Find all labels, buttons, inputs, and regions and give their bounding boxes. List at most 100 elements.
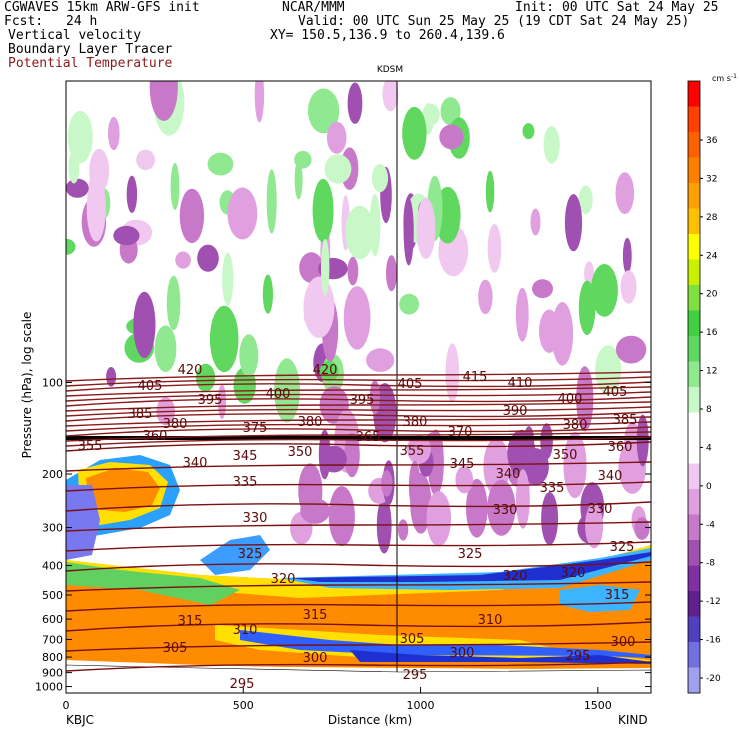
colorbar-swatch <box>688 234 700 260</box>
colorbar-swatch <box>688 285 700 311</box>
velocity-cell <box>487 224 502 273</box>
theta-label: 395 <box>350 393 375 408</box>
velocity-cell <box>543 126 560 164</box>
theta-label: 395 <box>198 393 223 408</box>
fcst-label: Fcst: <box>4 14 44 29</box>
colorbar-frame <box>687 80 701 694</box>
colorbar-swatch <box>688 132 700 158</box>
theta-label: 400 <box>558 392 583 407</box>
velocity-cell <box>485 170 495 213</box>
velocity-cell <box>564 194 583 252</box>
colorbar-label: -4 <box>706 520 715 530</box>
org-label: NCAR/MMM <box>282 0 345 15</box>
theta-label: 360 <box>608 440 633 455</box>
theta-label: 315 <box>178 614 203 629</box>
y-tick-label: 400 <box>42 560 63 573</box>
theta-label: 345 <box>233 449 258 464</box>
theta-label: 330 <box>243 511 268 526</box>
theta-label: 325 <box>458 547 483 562</box>
colorbar-label: 0 <box>706 482 712 492</box>
theta-contour <box>66 621 651 632</box>
colorbar-swatch <box>688 106 700 133</box>
theta-label: 340 <box>598 469 623 484</box>
velocity-cell <box>382 81 399 112</box>
theta-label: 310 <box>478 613 503 628</box>
velocity-cell <box>455 466 474 494</box>
velocity-cell <box>133 291 156 358</box>
theta-contour <box>66 406 651 417</box>
theta-contour <box>66 501 651 512</box>
velocity-cell <box>299 252 324 283</box>
velocity-cell <box>620 270 637 304</box>
velocity-cell <box>615 172 635 215</box>
velocity-cell <box>66 238 76 255</box>
velocity-cell <box>179 188 205 244</box>
velocity-cell <box>68 150 80 184</box>
colorbar-swatch <box>688 463 700 490</box>
theta-label: 325 <box>238 547 263 562</box>
colorbar-label: 28 <box>706 213 718 223</box>
velocity-cell <box>584 261 595 286</box>
theta-contour <box>66 401 651 412</box>
theta-contour <box>66 391 651 402</box>
velocity-cell <box>108 116 120 151</box>
velocity-cell <box>222 252 234 306</box>
velocity-cell <box>209 305 239 373</box>
velocity-cell <box>540 423 553 460</box>
y-tick-label: 800 <box>42 651 63 664</box>
velocity-cell <box>106 367 117 387</box>
theta-label: 385 <box>613 413 638 428</box>
colorbar-label: 36 <box>706 136 718 146</box>
velocity-cell <box>326 121 347 154</box>
y-tick-label: 700 <box>42 633 63 646</box>
theta-label: 380 <box>403 415 428 430</box>
velocity-cell <box>262 274 273 314</box>
xy-range: XY= 150.5,136.9 to 260.4,139.6 <box>270 28 505 43</box>
theta-label: 415 <box>463 370 488 385</box>
theta-label: 345 <box>450 457 475 472</box>
velocity-cell <box>300 498 330 524</box>
theta-label: 330 <box>588 502 613 517</box>
y-tick-label: 100 <box>42 376 63 389</box>
init-time: Init: 00 UTC Sat 24 May 25 <box>515 0 719 15</box>
theta-contour <box>66 381 651 392</box>
theta-contours <box>66 371 651 672</box>
theta-label: 325 <box>610 540 635 555</box>
velocity-cell <box>381 470 393 497</box>
theta-label: 390 <box>503 404 528 419</box>
theta-contour <box>66 541 651 552</box>
velocity-cell <box>615 335 647 364</box>
x-tick-label: 500 <box>233 699 254 712</box>
left-station-label: KBJC <box>66 713 94 727</box>
right-station-label: KIND <box>618 713 648 727</box>
velocity-cell <box>324 154 352 184</box>
plot-frame <box>65 80 652 694</box>
velocity-cell <box>402 106 427 160</box>
velocity-cell <box>407 435 431 464</box>
velocity-cell <box>522 123 535 140</box>
theta-label: 340 <box>496 467 521 482</box>
velocity-cell <box>227 187 258 240</box>
x-tick-label: 0 <box>63 699 70 712</box>
theta-label: 300 <box>303 651 328 666</box>
theta-label: 315 <box>303 608 328 623</box>
velocity-cell <box>294 160 303 200</box>
velocity-cell <box>175 251 191 269</box>
velocity-cell <box>366 348 395 372</box>
theta-label: 365 <box>356 430 381 445</box>
x-tick-label: 1000 <box>407 699 435 712</box>
velocity-cell <box>595 345 622 395</box>
theta-contour <box>66 661 651 672</box>
field-potential-temperature: Potential Temperature <box>8 56 173 71</box>
y-tick-label: 900 <box>42 667 63 680</box>
velocity-cell <box>254 81 265 123</box>
velocity-cell <box>197 244 219 272</box>
velocity-cell <box>113 225 140 246</box>
theta-label: 385 <box>128 407 153 422</box>
velocity-cell <box>578 280 596 335</box>
velocity-cell <box>149 81 178 121</box>
theta-label: 420 <box>178 363 203 378</box>
velocity-cell <box>386 255 397 292</box>
